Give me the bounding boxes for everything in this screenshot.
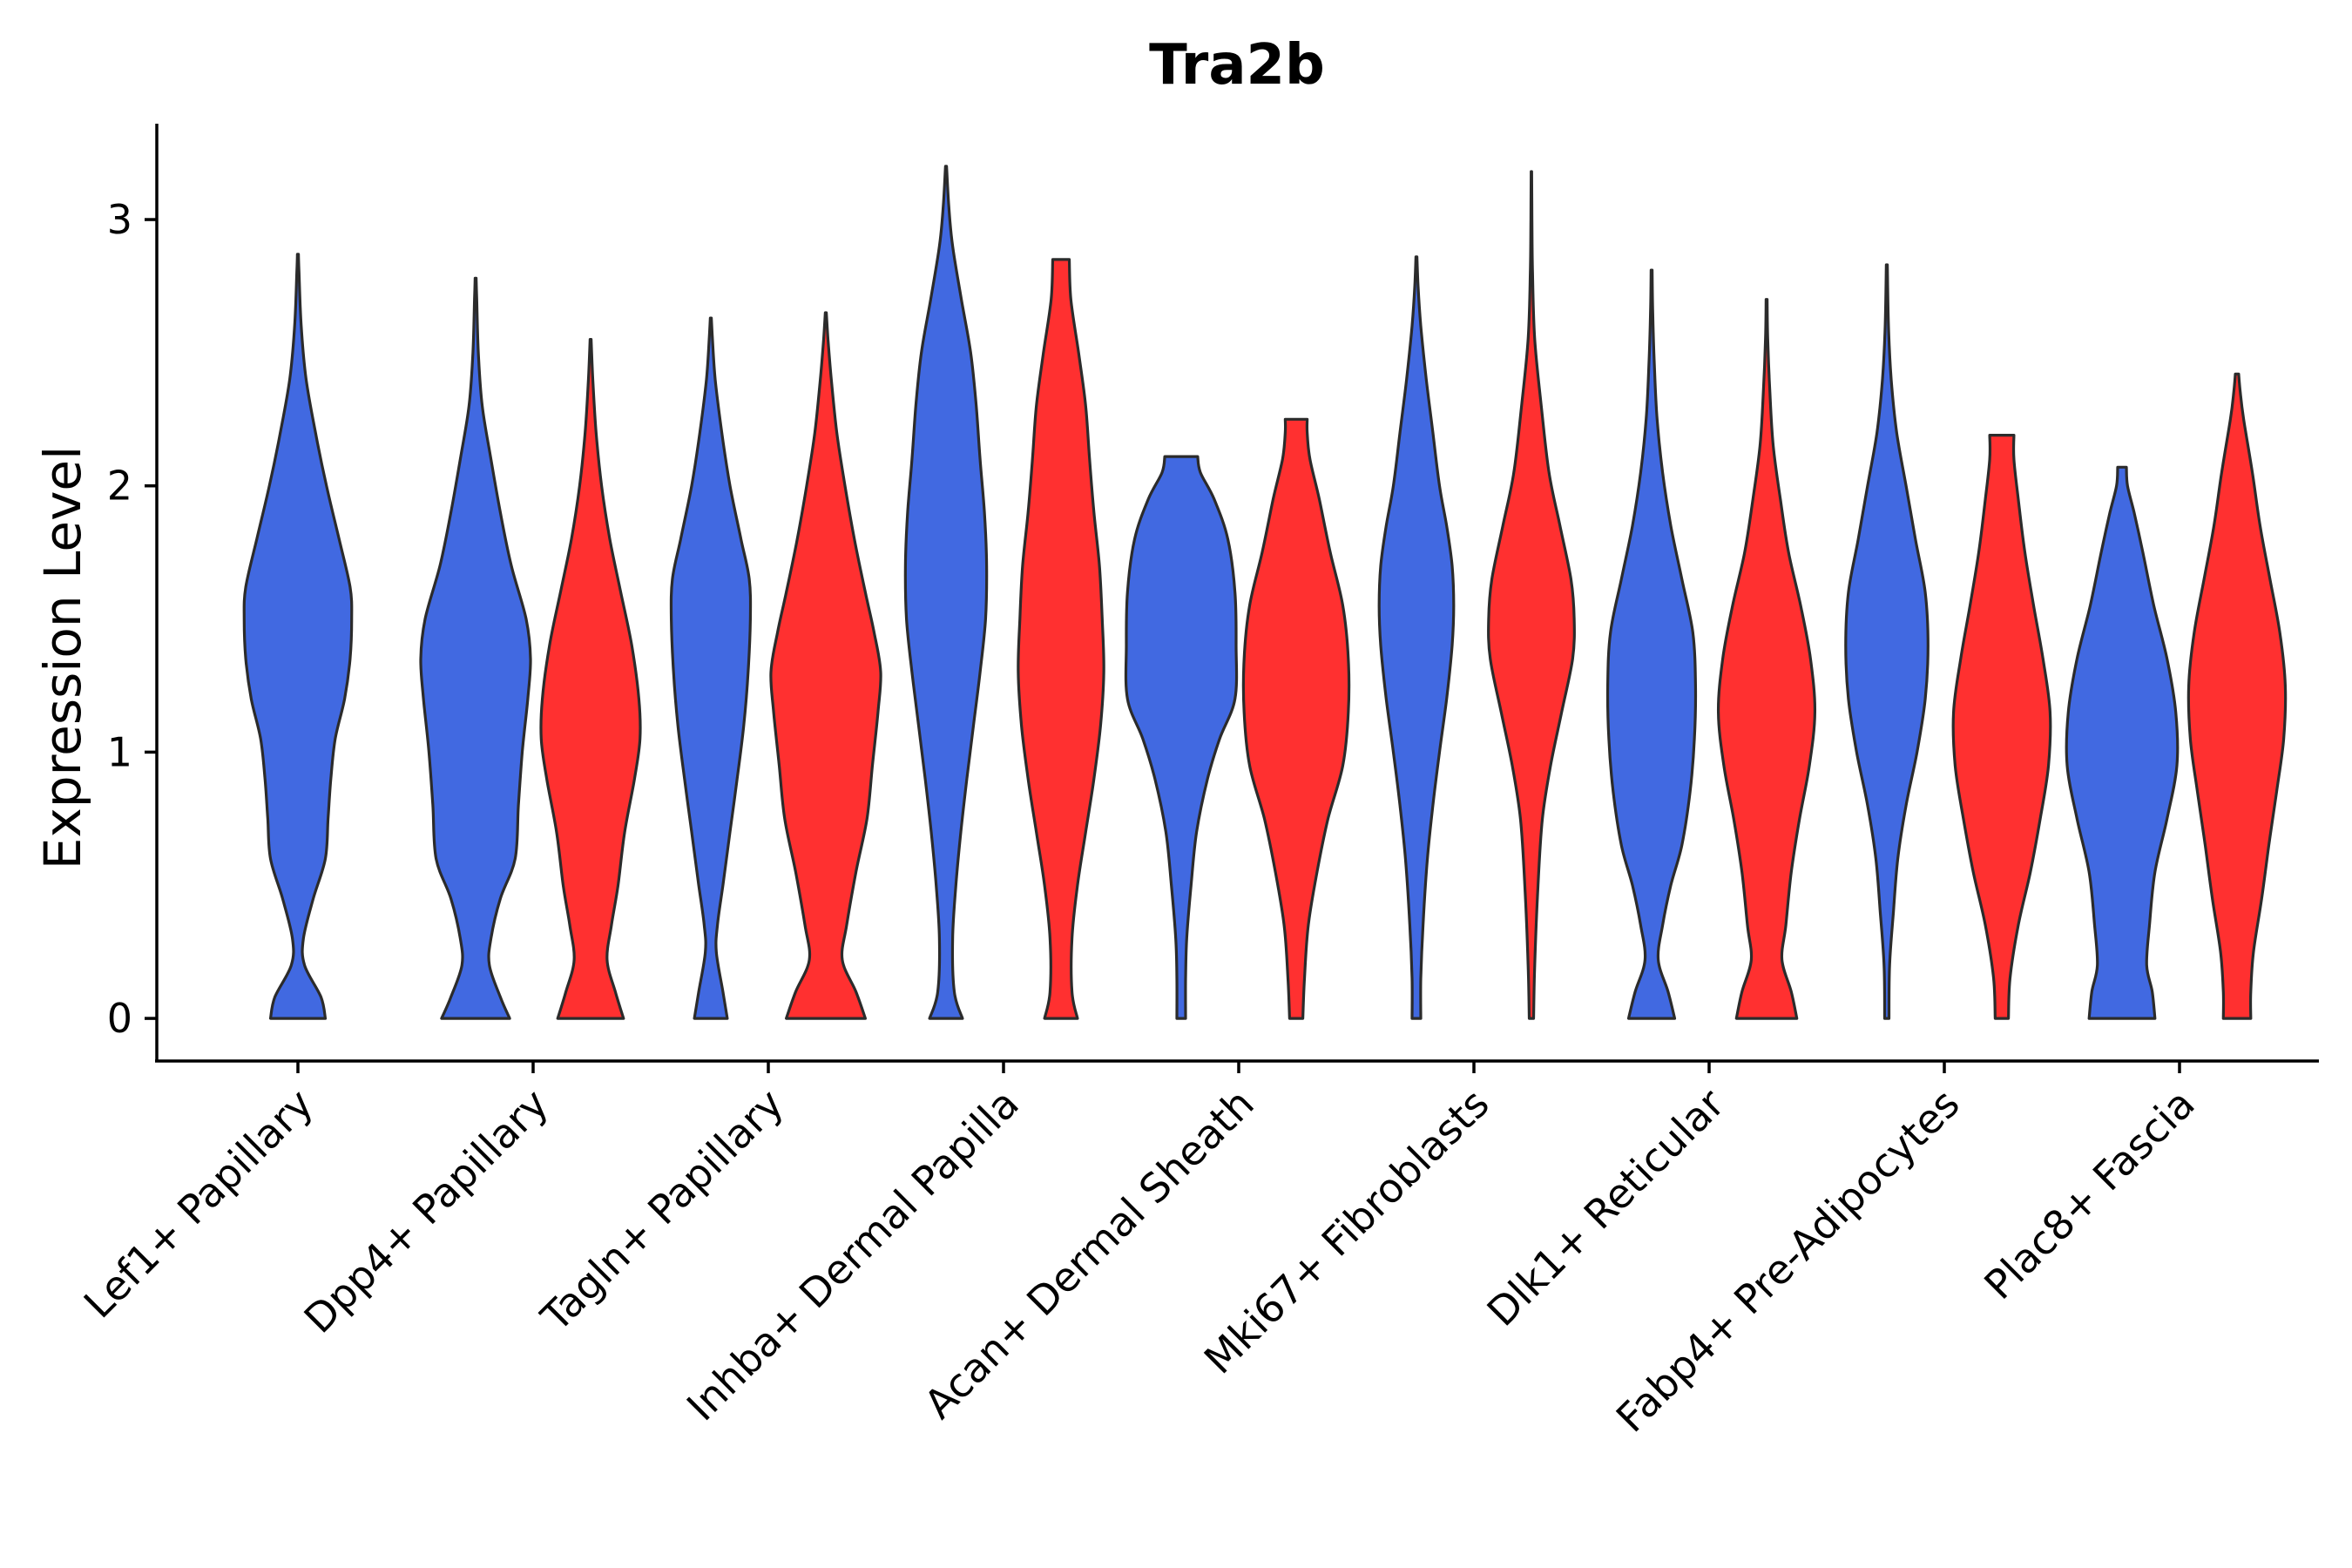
x-tick-label: Tagln+ Papillary [531,1080,793,1342]
violin-layer [242,165,2288,1020]
violin-group2 [1951,434,2052,1020]
y-axis-label: Expression Level [33,446,92,869]
violin-group2 [1017,258,1105,1020]
violin-group1 [242,253,354,1020]
violin-group2 [1487,170,1576,1020]
violin-group1 [1844,263,1930,1020]
violin-group1 [669,316,753,1020]
y-tick-label: 1 [107,728,132,775]
y-ticks: 0 1 2 3 [107,196,157,1042]
violin-group2 [539,338,642,1020]
violin-group1 [1605,268,1698,1020]
violin-group2 [769,311,882,1020]
x-tick-label: Plac8+ Fascia [1975,1080,2203,1308]
y-tick-label: 0 [107,995,132,1042]
x-tick-label: Lef1+ Papillary [75,1080,322,1328]
axes [155,124,2319,1063]
violin-group2 [1241,417,1351,1020]
violin-group1 [1377,255,1456,1020]
violin-group2 [2186,372,2288,1020]
y-tick-label: 3 [107,196,132,243]
x-tick-label: Dlk1+ Reticular [1478,1080,1734,1335]
violin-group1 [1124,455,1239,1020]
chart-title: Tra2b [1149,33,1325,98]
violin-group1 [903,165,989,1020]
x-tick-label: Dpp4+ Papillary [295,1080,558,1342]
violin-group1 [419,276,532,1020]
y-tick-label: 2 [107,463,132,510]
violin-group2 [1716,298,1817,1020]
violin-group1 [2065,465,2180,1020]
